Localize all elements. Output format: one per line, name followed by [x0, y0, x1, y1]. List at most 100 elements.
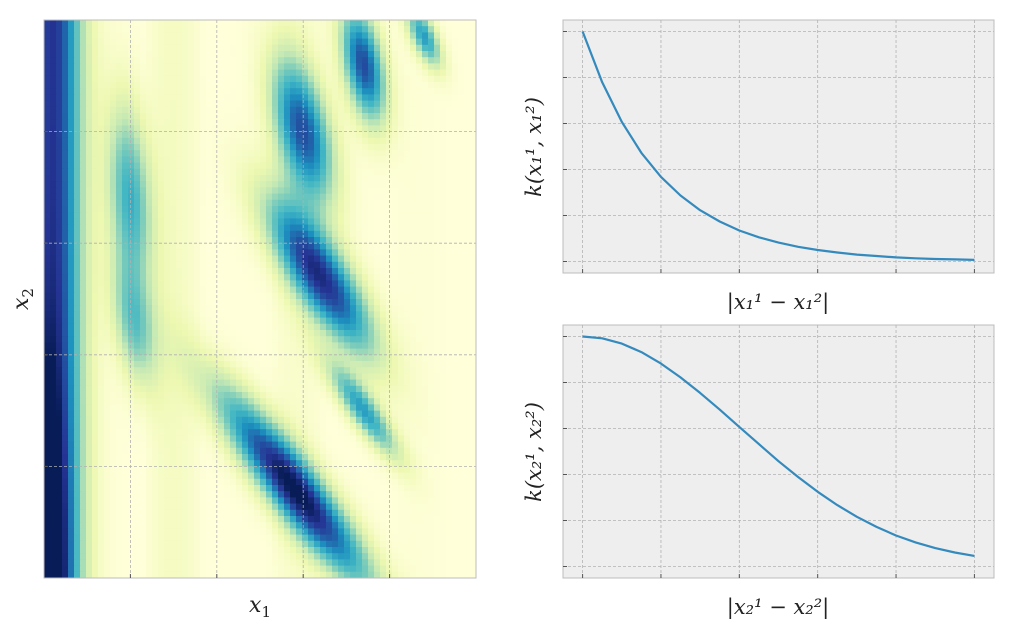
- heatmap-cell: [158, 354, 165, 362]
- heatmap-cell: [200, 323, 207, 331]
- heatmap-cell: [404, 299, 411, 306]
- heatmap-cell: [218, 410, 225, 418]
- heatmap-cell: [344, 94, 351, 102]
- heatmap-cell: [284, 156, 291, 164]
- heatmap-cell: [224, 69, 231, 77]
- heatmap-cell: [452, 20, 459, 27]
- heatmap-cell: [110, 392, 117, 399]
- heatmap-cell: [242, 175, 249, 182]
- heatmap-cell: [302, 181, 309, 188]
- heatmap-cell: [368, 404, 375, 412]
- heatmap-cell: [266, 423, 273, 430]
- heatmap-cell: [158, 398, 165, 405]
- heatmap-cell: [224, 249, 231, 257]
- heatmap-cell: [440, 144, 447, 151]
- heatmap-cell: [338, 187, 345, 195]
- heatmap-cell: [260, 51, 267, 58]
- heatmap-cell: [386, 20, 393, 27]
- heatmap-cell: [470, 385, 476, 393]
- heatmap-cell: [218, 218, 225, 226]
- heatmap-cell: [218, 423, 225, 430]
- heatmap-cell: [92, 193, 99, 201]
- heatmap-cell: [356, 224, 363, 232]
- heatmap-cell: [122, 193, 129, 201]
- heatmap-cell: [86, 69, 93, 77]
- heatmap-cell: [470, 199, 476, 207]
- heatmap-cell: [230, 274, 237, 281]
- heatmap-cell: [122, 416, 129, 424]
- heatmap-cell: [446, 410, 453, 418]
- heatmap-cell: [200, 75, 207, 83]
- heatmap-cell: [290, 342, 297, 350]
- heatmap-cell: [338, 230, 345, 238]
- heatmap-cell: [110, 317, 117, 325]
- heatmap-cell: [230, 100, 237, 108]
- heatmap-cell: [434, 94, 441, 102]
- heatmap-cell: [422, 336, 429, 343]
- heatmap-cell: [272, 255, 279, 263]
- heatmap-cell: [440, 100, 447, 108]
- heatmap-cell: [56, 268, 63, 275]
- heatmap-cell: [68, 206, 75, 213]
- heatmap-cell: [224, 317, 231, 325]
- heatmap-cell: [446, 75, 453, 83]
- heatmap-cell: [206, 435, 213, 443]
- heatmap-cell: [332, 392, 339, 399]
- heatmap-cell: [170, 206, 177, 213]
- heatmap-cell: [50, 249, 57, 257]
- heatmap-cell: [182, 44, 189, 52]
- heatmap-cell: [110, 299, 117, 306]
- heatmap-cell: [86, 249, 93, 257]
- heatmap-cell: [272, 162, 279, 170]
- heatmap-cell: [152, 305, 159, 312]
- heatmap-cell: [290, 441, 297, 449]
- heatmap-cell: [68, 410, 75, 418]
- heatmap-cell: [80, 100, 87, 108]
- heatmap-cell: [428, 385, 435, 393]
- heatmap-cell: [68, 144, 75, 151]
- heatmap-cell: [470, 398, 476, 405]
- heatmap-cell: [134, 69, 141, 77]
- heatmap-cell: [320, 305, 327, 312]
- heatmap-cell: [134, 330, 141, 337]
- heatmap-cell: [416, 75, 423, 83]
- heatmap-cell: [278, 410, 285, 418]
- heatmap-cell: [446, 274, 453, 281]
- heatmap-cell: [416, 274, 423, 281]
- heatmap-cell: [236, 119, 243, 126]
- heatmap-cell: [356, 38, 363, 46]
- heatmap-cell: [140, 255, 147, 263]
- heatmap-cell: [356, 392, 363, 399]
- heatmap-cell: [452, 144, 459, 151]
- heatmap-cell: [110, 82, 117, 89]
- heatmap-cell: [266, 100, 273, 108]
- heatmap-cell: [50, 193, 57, 201]
- heatmap-cell: [368, 212, 375, 219]
- heatmap-cell: [164, 224, 171, 232]
- heatmap-cell: [302, 274, 309, 281]
- heatmap-cell: [356, 44, 363, 52]
- heatmap-cell: [464, 206, 471, 213]
- heatmap-cell: [80, 429, 87, 436]
- heatmap-cell: [410, 32, 417, 40]
- heatmap-cell: [224, 175, 231, 182]
- heatmap-cell: [110, 63, 117, 71]
- heatmap-cell: [92, 94, 99, 102]
- heatmap-cell: [464, 199, 471, 207]
- heatmap-cell: [344, 113, 351, 120]
- heatmap-cell: [440, 168, 447, 176]
- heatmap-cell: [338, 429, 345, 436]
- heatmap-cell: [266, 237, 273, 244]
- heatmap-cell: [416, 385, 423, 393]
- heatmap-cell: [170, 100, 177, 108]
- heatmap-cell: [188, 119, 195, 126]
- heatmap-cell: [278, 32, 285, 40]
- heatmap-cell: [428, 32, 435, 40]
- heatmap-cell: [242, 125, 249, 133]
- heatmap-cell: [260, 57, 267, 64]
- heatmap-cell: [296, 57, 303, 64]
- heatmap-cell: [56, 144, 63, 151]
- heatmap-cell: [98, 317, 105, 325]
- heatmap-cell: [296, 243, 303, 250]
- heatmap-cell: [80, 317, 87, 325]
